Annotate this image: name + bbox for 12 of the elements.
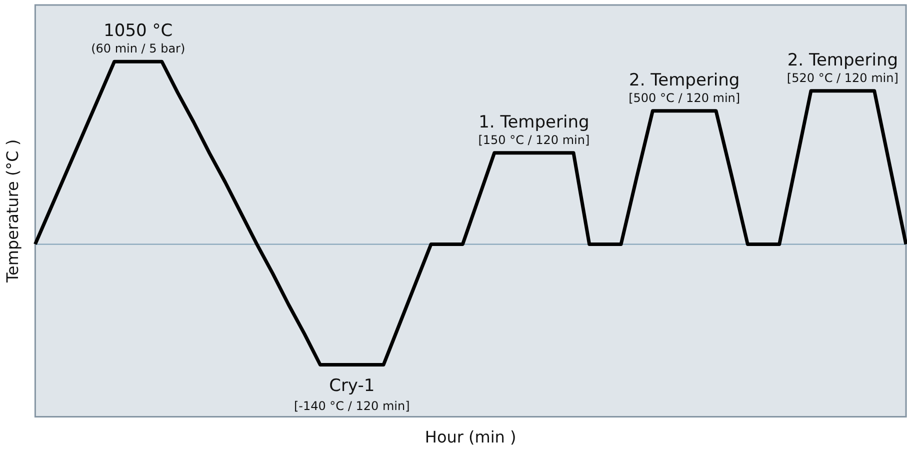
annotation: [520 °C / 120 min] — [786, 70, 898, 85]
annotation: 2. Tempering — [629, 70, 740, 90]
x-axis-title: Hour (min ) — [424, 428, 516, 447]
annotation: 2. Tempering — [787, 50, 898, 70]
text: 1050 °C — [104, 21, 173, 42]
text: [-140 °C / 120 min] — [294, 398, 410, 413]
text: (60 min / 5 bar) — [91, 42, 186, 56]
annotation: [150 °C / 120 min] — [478, 133, 590, 148]
text: Cry-1 — [329, 376, 375, 396]
annotation: [500 °C / 120 min] — [628, 91, 740, 106]
y-axis-title: Temperature (°C ) — [2, 139, 22, 284]
annotation: 1. Tempering — [478, 112, 590, 132]
